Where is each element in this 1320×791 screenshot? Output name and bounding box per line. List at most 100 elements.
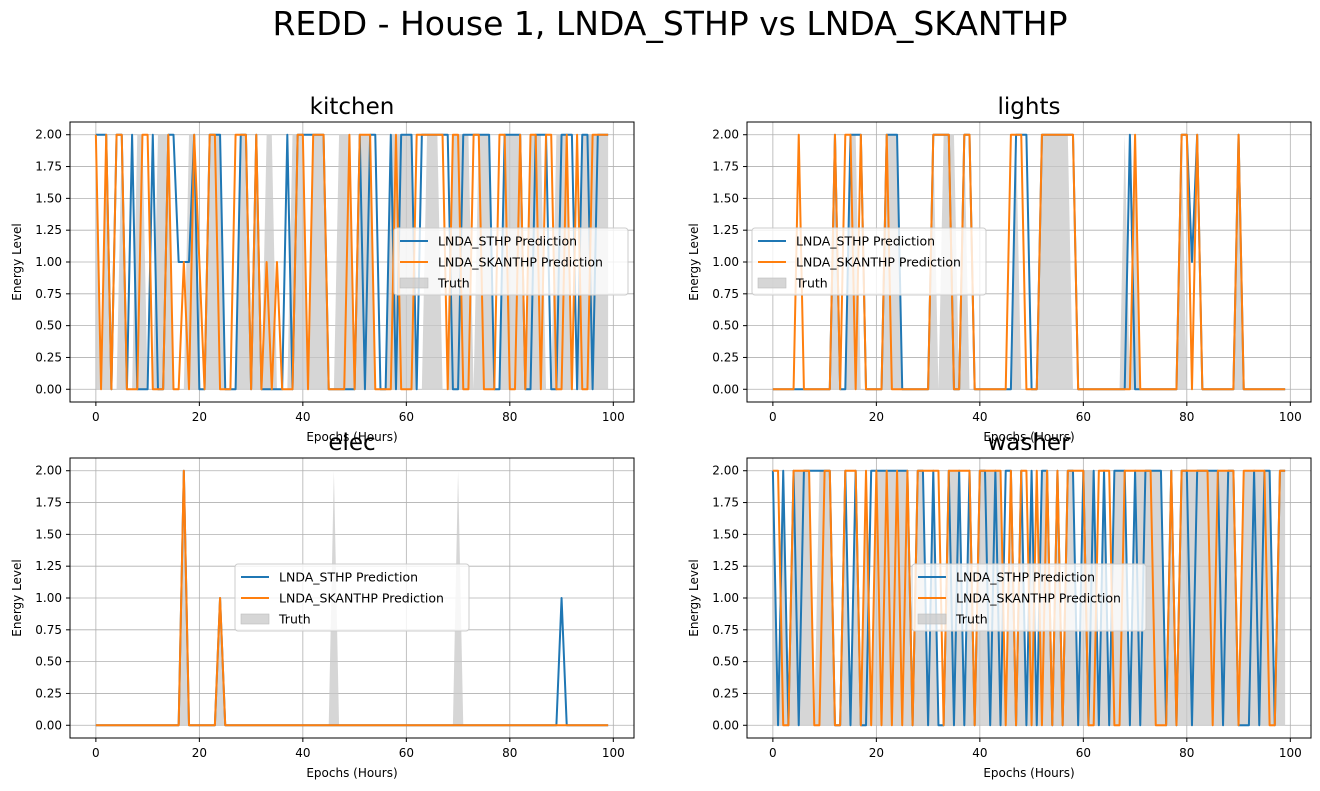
legend: LNDA_STHP Prediction LNDA_SKANTHP Predict…: [911, 563, 1147, 632]
legend-entry-label: Truth: [437, 276, 470, 291]
x-tick-label: 80: [1179, 410, 1194, 424]
y-tick-label: 2.00: [35, 128, 62, 142]
y-tick-label: 0.75: [712, 287, 739, 301]
y-tick-label: 2.00: [712, 464, 739, 478]
x-tick-label: 40: [972, 746, 987, 760]
legend-box: [911, 563, 1147, 632]
legend-entry-label: Truth: [278, 612, 311, 627]
x-tick-label: 0: [769, 410, 777, 424]
skanthp-prediction-line: [95, 469, 609, 727]
y-tick-label: 0.00: [712, 718, 739, 732]
y-tick-label: 0.00: [35, 718, 62, 732]
x-tick-label: 0: [92, 410, 100, 424]
x-tick-label: 60: [1076, 410, 1091, 424]
y-tick-label: 1.25: [35, 223, 62, 237]
legend-box: [751, 227, 987, 296]
legend-box: [234, 563, 470, 632]
y-tick-label: 1.75: [35, 160, 62, 174]
y-tick-label: 0.50: [712, 319, 739, 333]
x-tick-label: 0: [769, 746, 777, 760]
legend-entry-label: Truth: [795, 276, 828, 291]
y-tick-label: 0.50: [35, 655, 62, 669]
y-tick-label: 2.00: [35, 464, 62, 478]
x-axis-label: Epochs (Hours): [983, 430, 1074, 444]
figure-suptitle: REDD - House 1, LNDA_STHP vs LNDA_SKANTH…: [273, 4, 1068, 43]
x-tick-label: 100: [1279, 746, 1302, 760]
subplot-title: elec: [328, 430, 375, 456]
subplot-title: washer: [987, 430, 1071, 456]
subplot-title: kitchen: [310, 94, 395, 120]
x-tick-label: 20: [869, 746, 884, 760]
legend-entry-label: Truth: [955, 612, 988, 627]
x-tick-label: 40: [295, 410, 310, 424]
subplot-1: 0 20 40 60 80 100 0.00 0.25 0.50 0.75 1.00 1.25 1.50…: [687, 94, 1312, 444]
legend-truth-swatch: [757, 277, 787, 289]
y-axis-label: Energy Level: [10, 559, 24, 637]
legend-truth-swatch: [399, 277, 429, 289]
legend-entry-label: LNDA_SKANTHP Prediction: [279, 591, 444, 606]
y-tick-label: 0.25: [712, 350, 739, 364]
x-tick-label: 60: [1076, 746, 1091, 760]
y-tick-label: 0.00: [35, 382, 62, 396]
x-tick-label: 80: [502, 746, 517, 760]
x-axis-label: Epochs (Hours): [306, 766, 397, 780]
legend-entry-label: LNDA_SKANTHP Prediction: [796, 255, 961, 270]
y-tick-label: 1.75: [712, 160, 739, 174]
x-axis-label: Epochs (Hours): [983, 766, 1074, 780]
y-tick-label: 0.50: [35, 319, 62, 333]
y-tick-label: 1.50: [35, 191, 62, 205]
y-tick-label: 1.00: [712, 591, 739, 605]
x-tick-label: 100: [602, 746, 625, 760]
subplot-2: 0 20 40 60 80 100 0.00 0.25 0.50 0.75 1.00 1.25 1.50…: [10, 430, 635, 780]
y-tick-label: 0.75: [712, 623, 739, 637]
y-tick-label: 1.00: [712, 255, 739, 269]
legend: LNDA_STHP Prediction LNDA_SKANTHP Predict…: [234, 563, 470, 632]
legend-box: [393, 227, 629, 296]
subplot-0: 0 20 40 60 80 100 0.00 0.25 0.50 0.75 1.00 1.25 1.50…: [10, 94, 635, 444]
y-tick-label: 0.75: [35, 287, 62, 301]
x-tick-label: 40: [295, 746, 310, 760]
legend-entry-label: LNDA_STHP Prediction: [796, 234, 935, 249]
y-tick-label: 0.00: [712, 382, 739, 396]
legend-entry-label: LNDA_SKANTHP Prediction: [956, 591, 1121, 606]
x-tick-label: 40: [972, 410, 987, 424]
y-tick-label: 1.25: [712, 559, 739, 573]
legend-entry-label: LNDA_STHP Prediction: [438, 234, 577, 249]
x-tick-label: 80: [1179, 746, 1194, 760]
x-axis-label: Epochs (Hours): [306, 430, 397, 444]
legend: LNDA_STHP Prediction LNDA_SKANTHP Predict…: [751, 227, 987, 296]
legend-entry-label: LNDA_STHP Prediction: [279, 570, 418, 585]
y-tick-label: 0.75: [35, 623, 62, 637]
y-tick-label: 1.50: [712, 191, 739, 205]
subplot-3: 0 20 40 60 80 100 0.00 0.25 0.50 0.75 1.00 1.25 1.50…: [687, 430, 1312, 780]
x-tick-label: 80: [502, 410, 517, 424]
legend: LNDA_STHP Prediction LNDA_SKANTHP Predict…: [393, 227, 629, 296]
y-axis-label: Energy Level: [687, 223, 701, 301]
y-tick-label: 1.50: [35, 527, 62, 541]
y-tick-label: 1.00: [35, 255, 62, 269]
y-tick-label: 1.50: [712, 527, 739, 541]
legend-entry-label: LNDA_STHP Prediction: [956, 570, 1095, 585]
y-tick-label: 0.25: [35, 350, 62, 364]
x-tick-label: 20: [192, 746, 207, 760]
y-tick-label: 0.25: [712, 686, 739, 700]
y-axis-label: Energy Level: [687, 559, 701, 637]
x-tick-label: 60: [399, 410, 414, 424]
y-tick-label: 2.00: [712, 128, 739, 142]
x-tick-label: 20: [192, 410, 207, 424]
x-tick-label: 20: [869, 410, 884, 424]
legend-truth-swatch: [240, 613, 270, 625]
subplot-title: lights: [998, 94, 1061, 120]
y-tick-label: 1.00: [35, 591, 62, 605]
y-tick-label: 1.75: [35, 496, 62, 510]
x-tick-label: 100: [1279, 410, 1302, 424]
y-tick-label: 1.75: [712, 496, 739, 510]
legend-truth-swatch: [917, 613, 947, 625]
y-tick-label: 1.25: [35, 559, 62, 573]
y-tick-label: 0.25: [35, 686, 62, 700]
subplots: 0 20 40 60 80 100 0.00 0.25 0.50 0.75 1.00 1.25 1.50…: [10, 94, 1312, 780]
x-tick-label: 100: [602, 410, 625, 424]
y-tick-label: 0.50: [712, 655, 739, 669]
y-tick-label: 1.25: [712, 223, 739, 237]
